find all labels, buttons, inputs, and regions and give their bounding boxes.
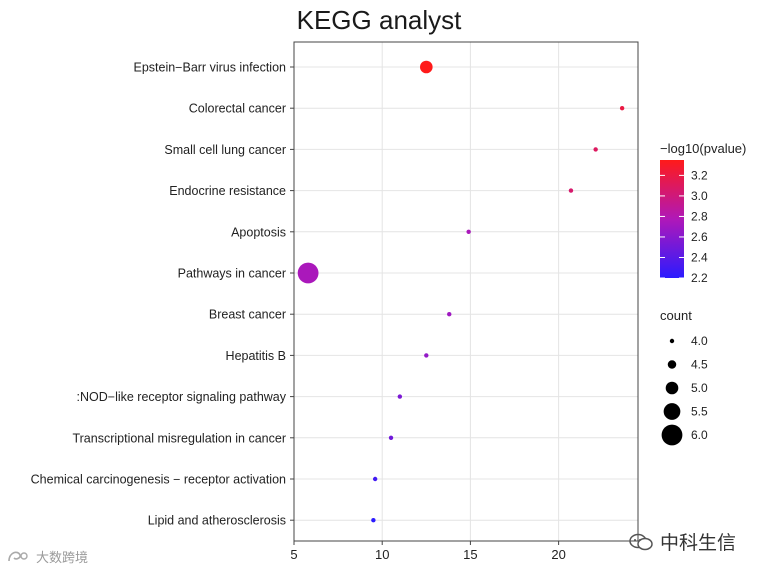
data-point — [424, 353, 429, 358]
color-legend-bar — [660, 160, 684, 278]
size-legend-dot — [667, 360, 677, 369]
color-legend-tick-label: 2.4 — [691, 250, 708, 264]
color-legend-tick-label: 3.0 — [691, 189, 708, 203]
y-tick-label: Chemical carcinogenesis − receptor activ… — [31, 473, 286, 487]
grid — [293, 42, 638, 541]
color-legend-tick-label: 2.2 — [691, 271, 708, 285]
y-tick-label: Colorectal cancer — [189, 102, 286, 116]
color-legend-tick-label: 2.6 — [691, 230, 708, 244]
size-legend-label: 4.5 — [691, 358, 708, 372]
watermark-logo-icon — [8, 551, 28, 562]
data-point — [568, 188, 574, 193]
x-axis-ticks: 5 10 15 20 — [290, 541, 566, 562]
chart-title: KEGG analyst — [297, 5, 463, 35]
data-point — [397, 394, 403, 399]
watermark-right-text: 中科生信 — [660, 533, 737, 554]
size-legend-title: count — [660, 308, 692, 323]
data-point — [297, 262, 319, 284]
y-tick-label: Endocrine resistance — [169, 184, 286, 198]
color-legend-title: −log10(pvalue) — [660, 141, 746, 156]
size-legend-label: 6.0 — [691, 428, 708, 442]
data-point — [388, 435, 394, 440]
size-legend-dot — [669, 338, 675, 344]
y-tick-label: Lipid and atherosclerosis — [148, 514, 286, 528]
size-legend-dot — [663, 403, 681, 420]
wechat-icon — [629, 533, 653, 550]
x-tick-label: 20 — [551, 547, 565, 562]
y-tick-label: Small cell lung cancer — [164, 143, 286, 157]
size-legend: 4.0 4.5 5.0 5.5 6.0 — [661, 334, 708, 446]
y-tick-label: :NOD−like receptor signaling pathway — [77, 390, 287, 404]
y-tick-label: Breast cancer — [209, 308, 286, 322]
data-point — [371, 518, 376, 523]
y-axis-labels: Epstein−Barr virus infection Colorectal c… — [31, 61, 294, 528]
data-points — [297, 60, 625, 523]
data-point — [372, 476, 378, 482]
y-tick-label: Pathways in cancer — [178, 267, 286, 281]
color-legend-tick-label: 3.2 — [691, 168, 708, 182]
x-tick-label: 10 — [375, 547, 389, 562]
size-legend-dot — [661, 424, 683, 446]
data-point — [466, 229, 471, 234]
plot-panel-border — [293, 41, 639, 542]
y-tick-label: Epstein−Barr virus infection — [133, 61, 286, 75]
y-tick-label: Hepatitis B — [226, 349, 286, 363]
size-legend-label: 5.5 — [691, 405, 708, 419]
watermark-left-text: 大数跨境 — [36, 549, 89, 565]
watermark-left: 大数跨境 — [6, 546, 88, 566]
data-point — [447, 312, 452, 317]
color-legend-ticks: 3.2 3.0 2.8 2.6 2.4 2.2 — [660, 168, 708, 285]
size-legend-label: 4.0 — [691, 334, 708, 348]
watermark-right: 中科生信 — [628, 528, 736, 555]
y-tick-label: Transcriptional misregulation in cancer — [72, 431, 286, 445]
x-tick-label: 15 — [463, 547, 477, 562]
x-tick-label: 5 — [290, 547, 297, 562]
size-legend-label: 5.0 — [691, 381, 708, 395]
data-point — [593, 147, 598, 152]
data-point — [619, 106, 625, 111]
y-tick-label: Apoptosis — [231, 225, 286, 239]
size-legend-dot — [665, 381, 679, 395]
data-point — [420, 60, 433, 74]
color-legend-tick-label: 2.8 — [691, 209, 708, 223]
